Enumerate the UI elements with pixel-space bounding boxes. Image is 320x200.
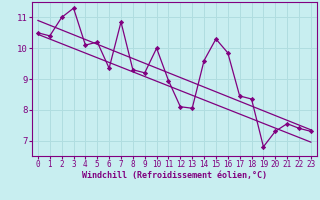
- X-axis label: Windchill (Refroidissement éolien,°C): Windchill (Refroidissement éolien,°C): [82, 171, 267, 180]
